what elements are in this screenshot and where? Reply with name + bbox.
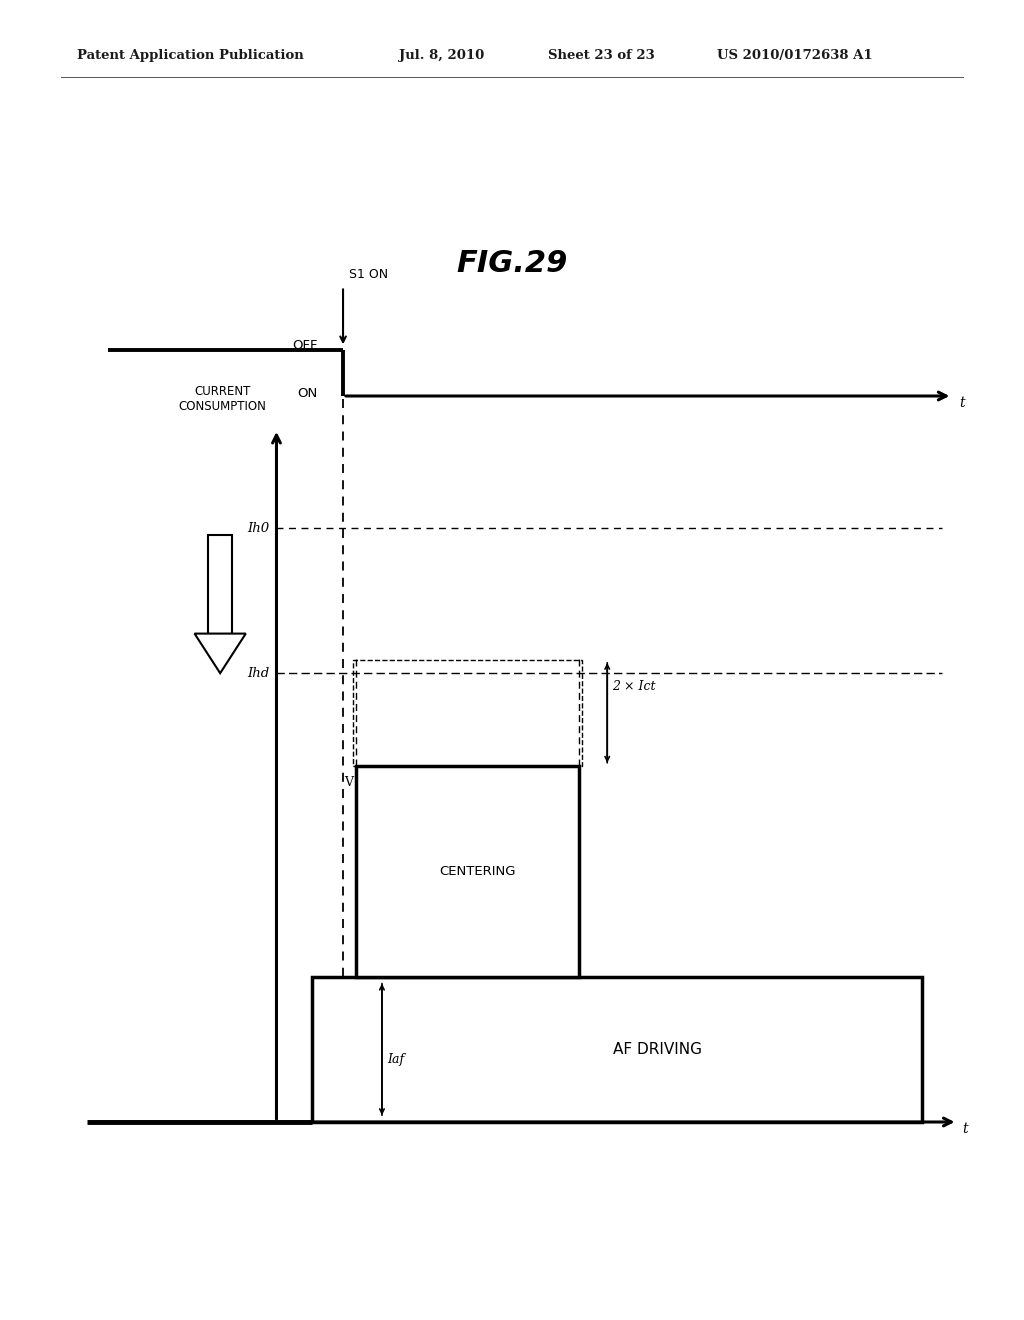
Text: Ih0: Ih0	[247, 521, 269, 535]
Text: CURRENT
CONSUMPTION: CURRENT CONSUMPTION	[178, 385, 266, 413]
Text: CENTERING: CENTERING	[439, 865, 516, 878]
Text: Iaf: Iaf	[387, 1053, 404, 1067]
Text: OFF: OFF	[292, 339, 317, 352]
Bar	[312, 977, 922, 1122]
Text: US 2010/0172638 A1: US 2010/0172638 A1	[717, 49, 872, 62]
Text: Sheet 23 of 23: Sheet 23 of 23	[548, 49, 654, 62]
Text: Ict: Ict	[403, 845, 421, 858]
Bar	[353, 660, 582, 766]
Text: t: t	[963, 1122, 968, 1135]
Text: Jul. 8, 2010: Jul. 8, 2010	[399, 49, 484, 62]
Text: S1 ON: S1 ON	[349, 268, 388, 281]
Text: t: t	[959, 396, 965, 409]
Polygon shape	[195, 634, 246, 673]
Polygon shape	[208, 535, 232, 634]
Text: Ihd: Ihd	[247, 667, 269, 680]
Text: 2 × Ict: 2 × Ict	[612, 680, 655, 693]
Bar	[356, 766, 579, 977]
Text: AF DRIVING: AF DRIVING	[613, 1041, 702, 1057]
Text: Patent Application Publication: Patent Application Publication	[77, 49, 303, 62]
Text: V: V	[344, 776, 352, 789]
Text: ON: ON	[297, 387, 317, 400]
Text: FIG.29: FIG.29	[457, 249, 567, 279]
